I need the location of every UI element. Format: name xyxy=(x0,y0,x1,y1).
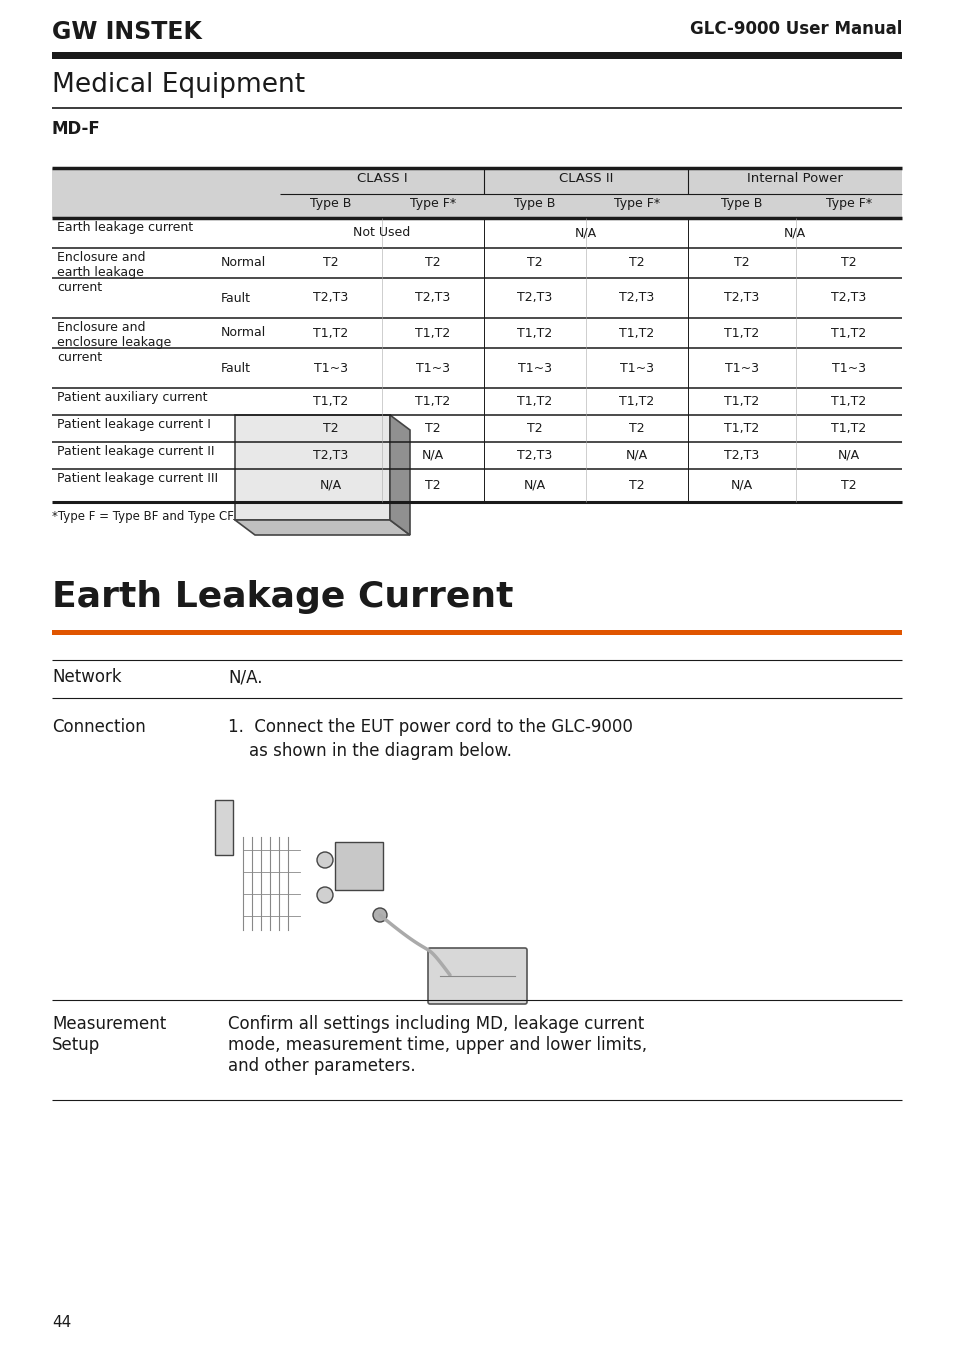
Text: Type F*: Type F* xyxy=(825,197,871,211)
Text: Type B: Type B xyxy=(514,197,555,211)
Text: Confirm all settings including MD, leakage current
mode, measurement time, upper: Confirm all settings including MD, leaka… xyxy=(228,1015,646,1075)
Text: GLC-9000 User Manual: GLC-9000 User Manual xyxy=(689,20,901,38)
Bar xyxy=(335,842,382,890)
FancyBboxPatch shape xyxy=(428,948,526,1004)
Text: Patient leakage current III: Patient leakage current III xyxy=(57,472,218,485)
Text: T2,T3: T2,T3 xyxy=(830,292,865,305)
Text: Earth leakage current: Earth leakage current xyxy=(57,221,193,234)
Text: N/A: N/A xyxy=(730,479,752,491)
Text: T2: T2 xyxy=(841,256,856,270)
Text: T1,T2: T1,T2 xyxy=(415,327,450,339)
Text: T2,T3: T2,T3 xyxy=(415,292,450,305)
Text: T2: T2 xyxy=(425,423,440,435)
Text: T2: T2 xyxy=(734,256,749,270)
Text: Type B: Type B xyxy=(310,197,352,211)
Text: T1,T2: T1,T2 xyxy=(313,396,348,408)
Text: Earth Leakage Current: Earth Leakage Current xyxy=(52,580,513,614)
Text: Connection: Connection xyxy=(52,718,146,736)
Text: T2: T2 xyxy=(425,479,440,491)
Text: Patient auxiliary current: Patient auxiliary current xyxy=(57,392,208,404)
Text: T1,T2: T1,T2 xyxy=(723,327,759,339)
Text: T1,T2: T1,T2 xyxy=(517,396,552,408)
Bar xyxy=(214,801,233,855)
Text: T2: T2 xyxy=(527,423,542,435)
Bar xyxy=(52,53,901,59)
Text: T2: T2 xyxy=(841,479,856,491)
Text: T1,T2: T1,T2 xyxy=(618,396,654,408)
Text: T2,T3: T2,T3 xyxy=(723,292,759,305)
Polygon shape xyxy=(234,520,410,535)
Text: N/A: N/A xyxy=(575,227,597,239)
Text: *Type F = Type BF and Type CF.: *Type F = Type BF and Type CF. xyxy=(52,510,235,522)
Polygon shape xyxy=(234,414,390,520)
Text: T2: T2 xyxy=(629,256,644,270)
Bar xyxy=(52,167,901,217)
Text: Enclosure and
earth leakage
current: Enclosure and earth leakage current xyxy=(57,251,146,294)
Text: T2,T3: T2,T3 xyxy=(313,450,348,462)
Text: T1,T2: T1,T2 xyxy=(415,396,450,408)
Text: Patient leakage current I: Patient leakage current I xyxy=(57,418,211,431)
Text: T1~3: T1~3 xyxy=(619,362,654,374)
Circle shape xyxy=(373,909,387,922)
Text: CLASS II: CLASS II xyxy=(558,171,613,185)
Text: T1,T2: T1,T2 xyxy=(830,327,865,339)
Text: N/A: N/A xyxy=(837,450,860,462)
Text: N/A: N/A xyxy=(421,450,443,462)
Text: T2: T2 xyxy=(425,256,440,270)
Bar xyxy=(52,630,901,634)
Text: N/A: N/A xyxy=(625,450,647,462)
Text: T2,T3: T2,T3 xyxy=(618,292,654,305)
Text: T1,T2: T1,T2 xyxy=(723,423,759,435)
Text: T2,T3: T2,T3 xyxy=(517,292,552,305)
Text: Not Used: Not Used xyxy=(353,227,410,239)
Text: T1~3: T1~3 xyxy=(517,362,552,374)
Text: 44: 44 xyxy=(52,1315,71,1330)
Text: Normal: Normal xyxy=(221,327,266,339)
Circle shape xyxy=(316,852,333,868)
Text: T1,T2: T1,T2 xyxy=(618,327,654,339)
Text: Type F*: Type F* xyxy=(410,197,456,211)
Text: Measurement
Setup: Measurement Setup xyxy=(52,1015,166,1054)
Text: Medical Equipment: Medical Equipment xyxy=(52,72,305,99)
Text: 1.  Connect the EUT power cord to the GLC-9000: 1. Connect the EUT power cord to the GLC… xyxy=(228,718,632,736)
Text: T1~3: T1~3 xyxy=(416,362,450,374)
Text: Normal: Normal xyxy=(221,256,266,270)
Text: Fault: Fault xyxy=(221,362,251,374)
Text: N/A: N/A xyxy=(319,479,342,491)
Text: N/A.: N/A. xyxy=(228,668,262,686)
Text: T1,T2: T1,T2 xyxy=(830,396,865,408)
Text: Network: Network xyxy=(52,668,121,686)
Text: T2: T2 xyxy=(323,256,338,270)
Text: Patient leakage current II: Patient leakage current II xyxy=(57,446,214,458)
Text: T1,T2: T1,T2 xyxy=(830,423,865,435)
Text: N/A: N/A xyxy=(783,227,805,239)
Text: T2,T3: T2,T3 xyxy=(517,450,552,462)
Text: T1,T2: T1,T2 xyxy=(723,396,759,408)
Text: Type F*: Type F* xyxy=(614,197,659,211)
Text: Internal Power: Internal Power xyxy=(746,171,842,185)
Text: CLASS I: CLASS I xyxy=(356,171,407,185)
Text: T1~3: T1~3 xyxy=(314,362,348,374)
Text: Enclosure and
enclosure leakage
current: Enclosure and enclosure leakage current xyxy=(57,321,172,365)
Text: T2: T2 xyxy=(629,479,644,491)
Text: T1,T2: T1,T2 xyxy=(313,327,348,339)
Text: GW INSTEK: GW INSTEK xyxy=(52,20,202,45)
Text: T2: T2 xyxy=(629,423,644,435)
Text: T2: T2 xyxy=(527,256,542,270)
Text: Type B: Type B xyxy=(720,197,761,211)
Text: T1,T2: T1,T2 xyxy=(517,327,552,339)
Text: T1~3: T1~3 xyxy=(724,362,759,374)
Circle shape xyxy=(316,887,333,903)
Text: as shown in the diagram below.: as shown in the diagram below. xyxy=(228,743,512,760)
Polygon shape xyxy=(390,414,410,535)
Text: N/A: N/A xyxy=(523,479,545,491)
Text: T2: T2 xyxy=(323,423,338,435)
Text: T2,T3: T2,T3 xyxy=(723,450,759,462)
Text: T1~3: T1~3 xyxy=(831,362,865,374)
Text: Fault: Fault xyxy=(221,292,251,305)
Text: MD-F: MD-F xyxy=(52,120,101,138)
Text: T2,T3: T2,T3 xyxy=(313,292,348,305)
